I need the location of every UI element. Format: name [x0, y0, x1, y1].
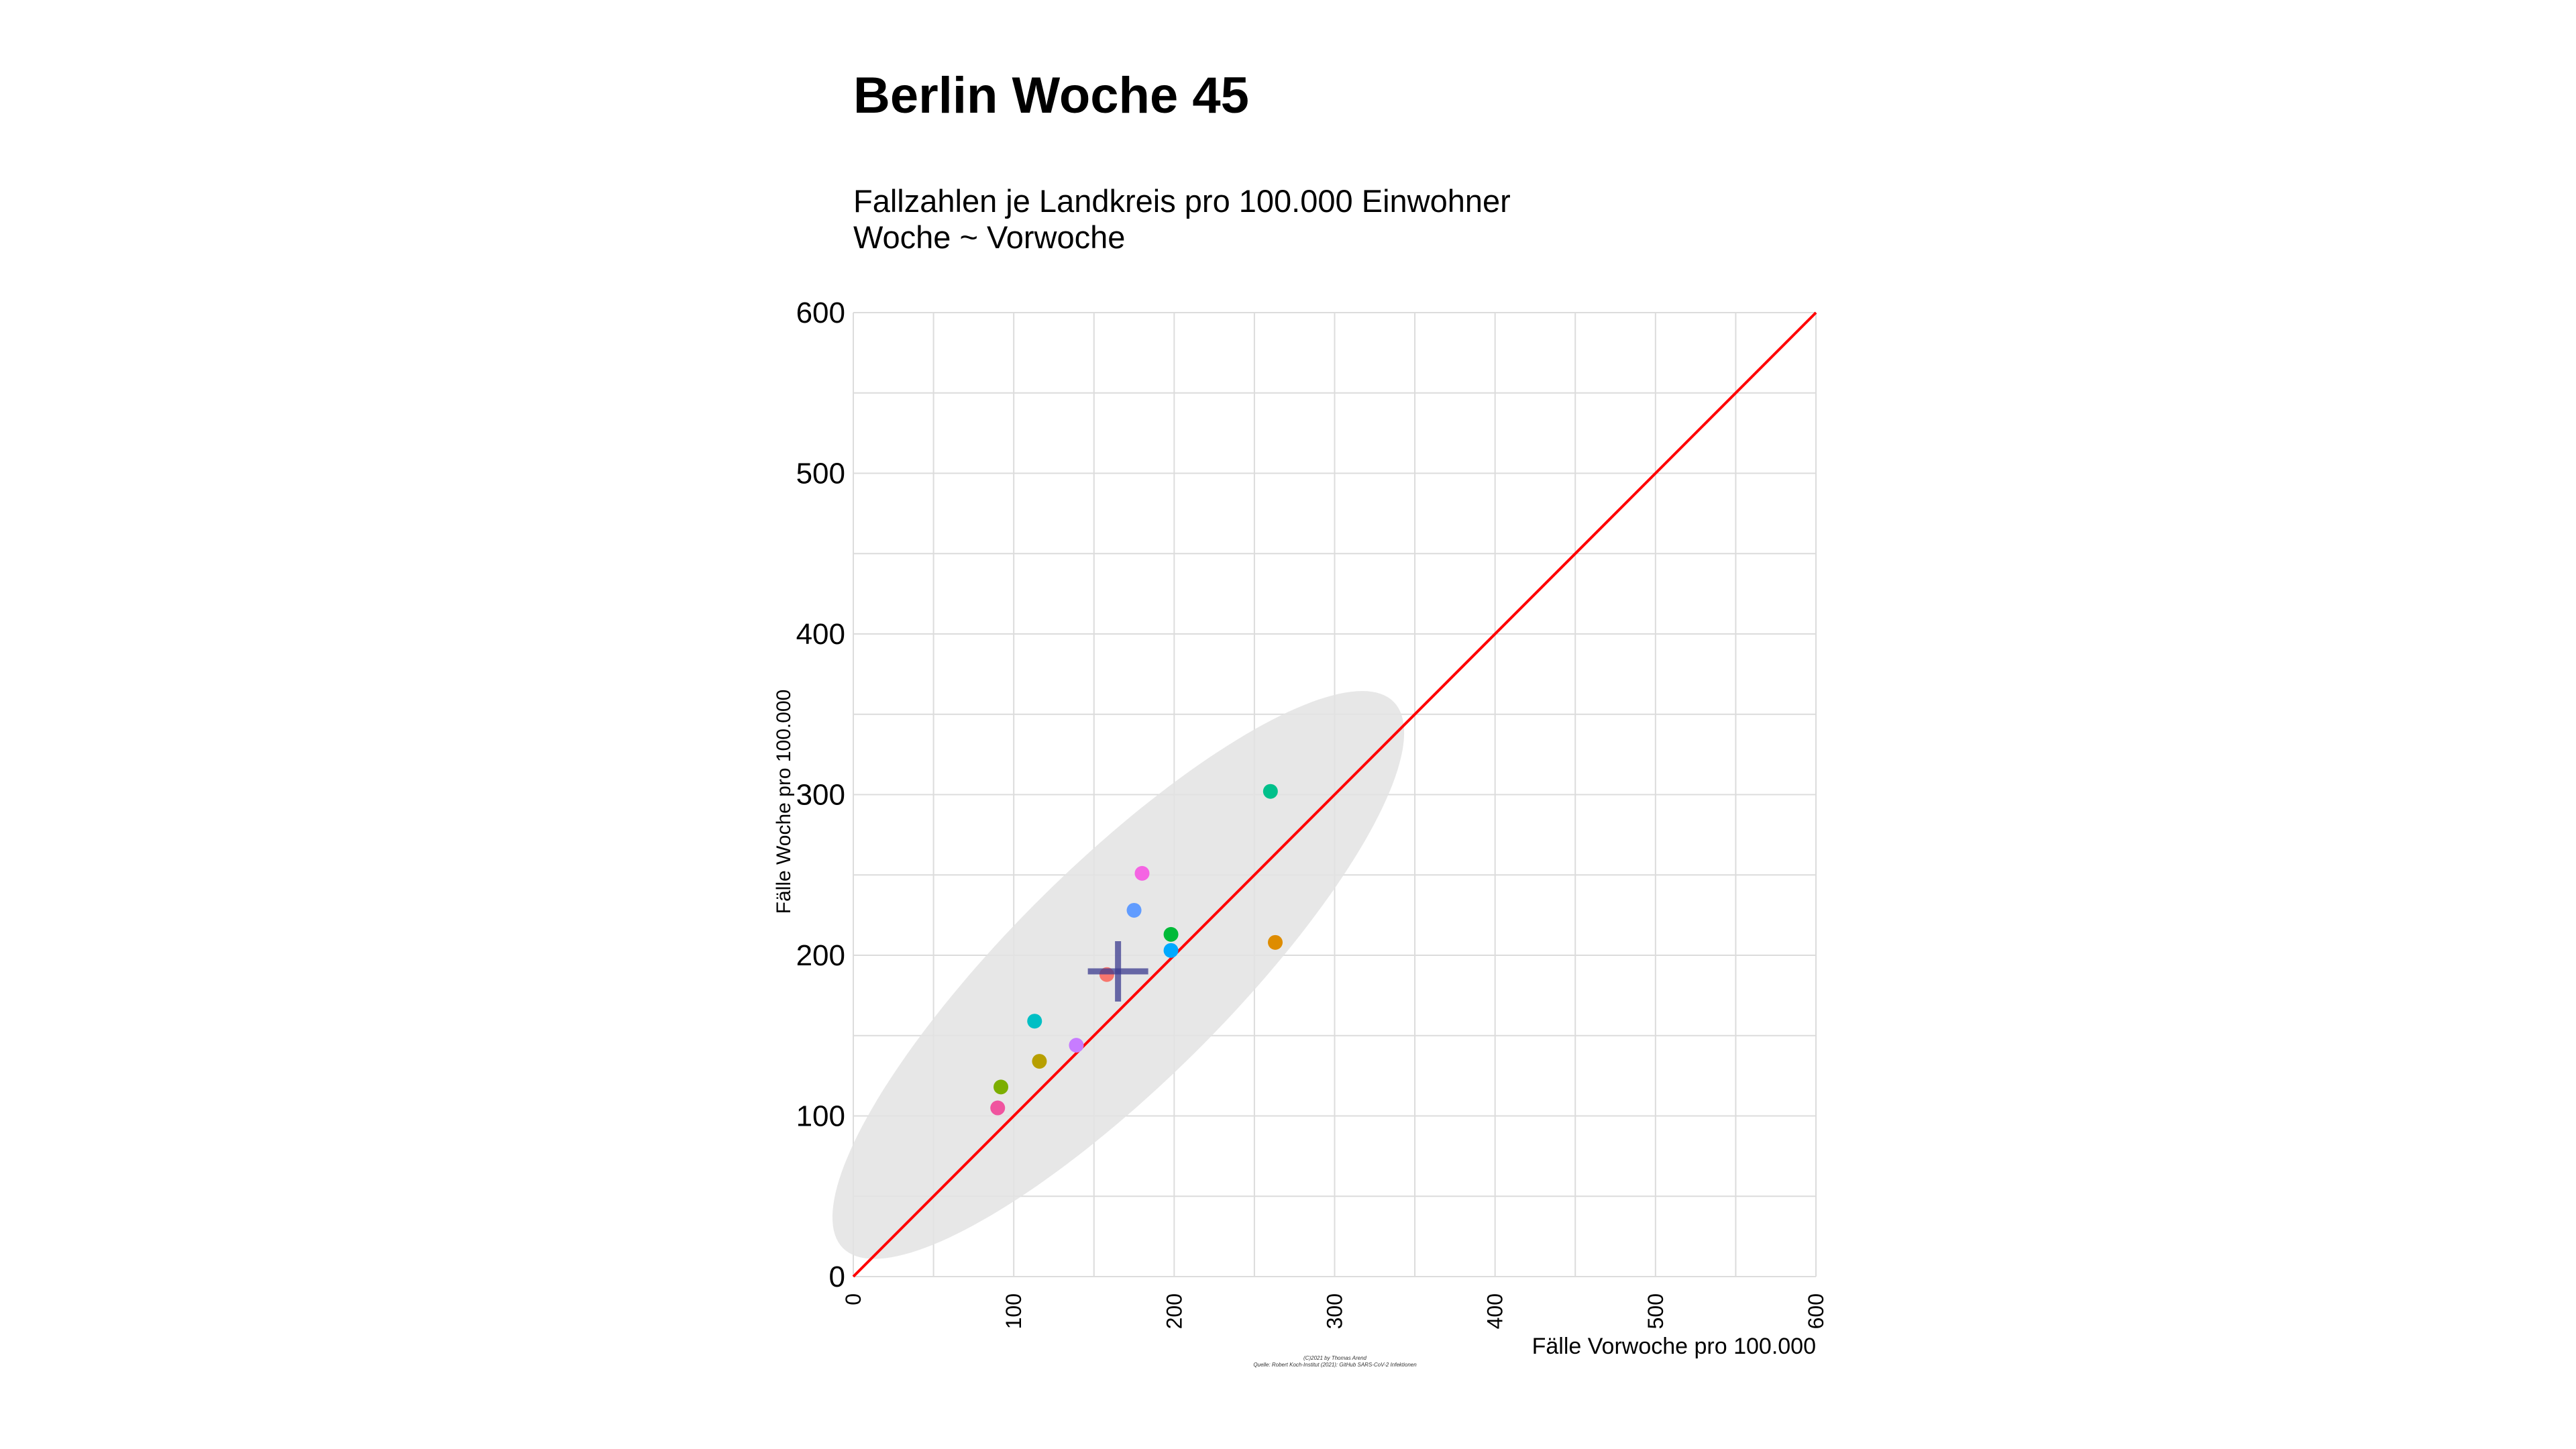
x-tick-label: 300	[1323, 1293, 1347, 1329]
source-credits: (C)2021 by Thomas Arend Quelle: Robert K…	[1140, 1355, 1529, 1369]
reference-line-layer	[852, 311, 1817, 1278]
x-tick-label: 600	[1804, 1293, 1828, 1329]
y-tick-label: 400	[796, 618, 845, 651]
data-point	[1027, 1014, 1042, 1029]
x-tick-label: 0	[841, 1293, 865, 1305]
credits-source: Quelle: Robert Koch-Institut (2021): Git…	[1253, 1362, 1417, 1368]
axes: Fälle Vorwoche pro 100.000 Fälle Woche p…	[773, 297, 1828, 1359]
data-point	[1126, 902, 1142, 918]
chart-subtitle-line2: Woche ~ Vorwoche	[853, 219, 1126, 255]
data-points	[990, 784, 1283, 1116]
x-tick-label: 100	[1002, 1293, 1026, 1329]
y-axis-label: Fälle Woche pro 100.000	[773, 690, 795, 914]
data-point	[1163, 926, 1179, 942]
reference-line	[852, 311, 1817, 1278]
y-tick-label: 0	[829, 1260, 845, 1293]
data-point	[1032, 1054, 1047, 1069]
data-point	[994, 1079, 1009, 1095]
mean-cross-layer	[1087, 941, 1148, 1002]
x-axis-label: Fälle Vorwoche pro 100.000	[1532, 1334, 1816, 1359]
data-point	[990, 1100, 1006, 1116]
x-tick-label: 500	[1644, 1293, 1668, 1329]
y-tick-label: 500	[796, 458, 845, 490]
data-point	[1263, 784, 1278, 799]
y-tick-label: 600	[796, 297, 845, 329]
x-tick-label: 200	[1162, 1293, 1186, 1329]
data-point	[1069, 1038, 1084, 1053]
chart-subtitle-line1: Fallzahlen je Landkreis pro 100.000 Einw…	[853, 183, 1511, 219]
y-tick-label: 200	[796, 939, 845, 972]
x-tick-label: 400	[1483, 1293, 1507, 1329]
y-tick-label: 100	[796, 1100, 845, 1133]
credits-copyright: (C)2021 by Thomas Arend	[1303, 1355, 1366, 1361]
data-point	[1134, 865, 1150, 881]
data-point	[1268, 934, 1283, 950]
y-tick-label: 300	[796, 779, 845, 812]
chart-title: Berlin Woche 45	[853, 67, 1249, 124]
data-point	[1163, 943, 1179, 958]
